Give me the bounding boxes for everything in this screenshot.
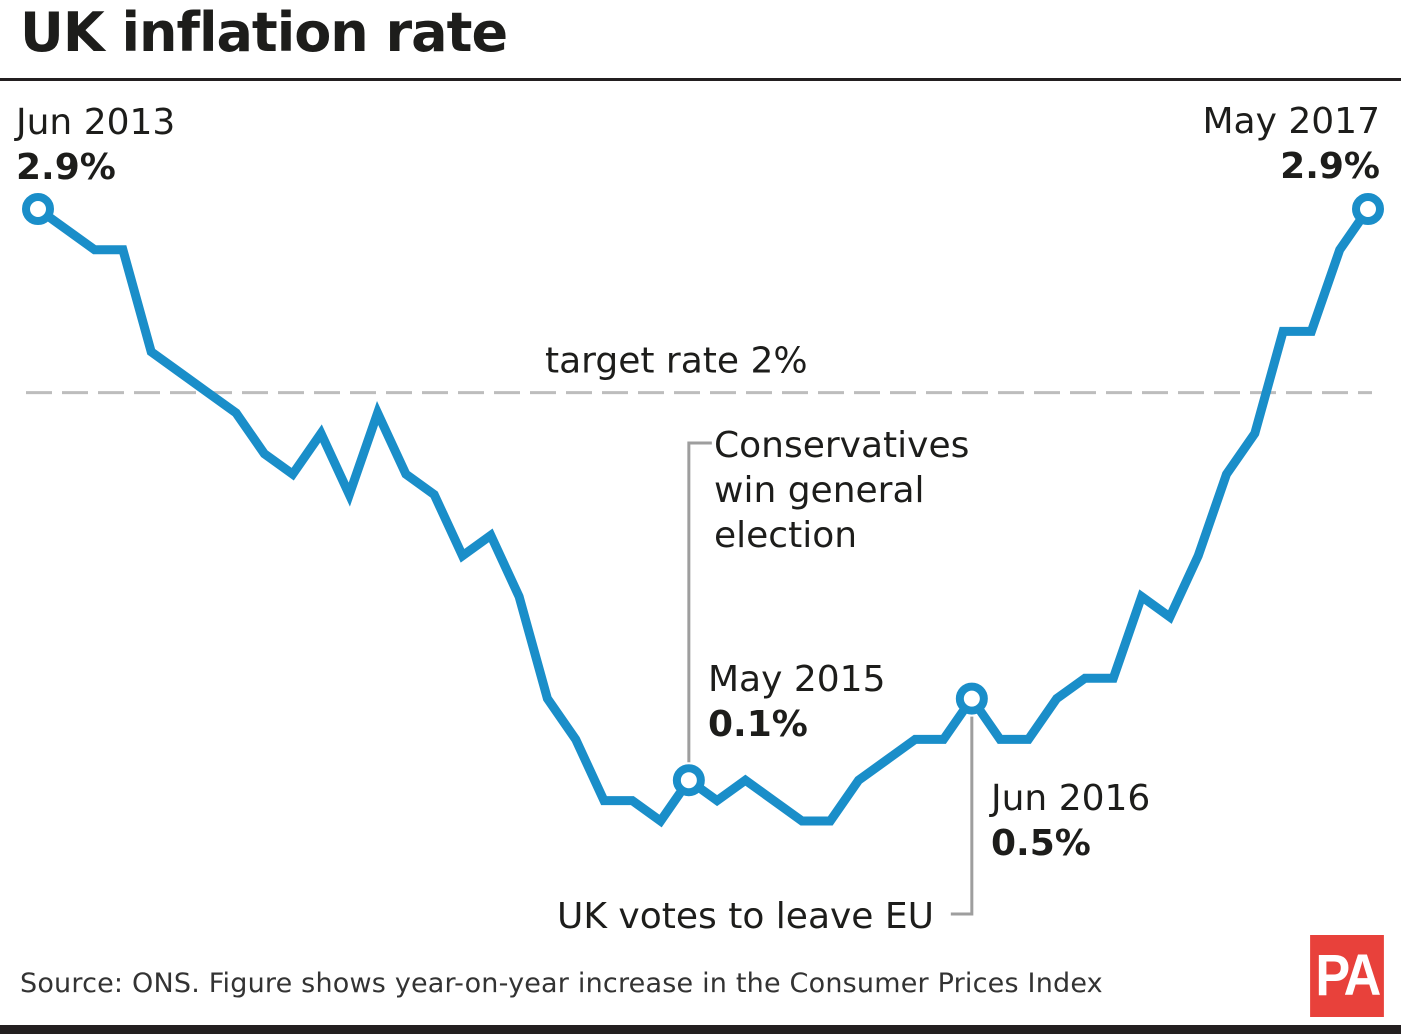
pa-logo: PA (1310, 935, 1384, 1017)
data-point (1194, 552, 1202, 560)
data-point (996, 735, 1004, 743)
data-point (260, 450, 268, 458)
data-point (600, 797, 608, 805)
inflation-series-line (35, 205, 1372, 828)
data-point (1081, 674, 1089, 682)
data-point (713, 797, 721, 805)
data-point (572, 735, 580, 743)
data-point (911, 735, 919, 743)
data-point (1024, 735, 1032, 743)
data-point (940, 735, 948, 743)
data-point (119, 246, 127, 254)
data-point (515, 593, 523, 601)
data-point (1336, 246, 1344, 254)
data-point (458, 552, 466, 560)
data-point (1166, 613, 1174, 621)
data-point (487, 531, 495, 539)
footer-bar (0, 1025, 1401, 1034)
data-point (204, 389, 212, 397)
data-point (1053, 695, 1061, 703)
data-point (345, 491, 353, 499)
data-point (374, 409, 382, 417)
data-point (147, 348, 155, 356)
brexit-leader-line (950, 716, 974, 916)
data-point (402, 470, 410, 478)
data-point (1138, 593, 1146, 601)
highlight-marker (1352, 193, 1384, 225)
election-annotation-line: Conservatives (714, 425, 969, 466)
data-point (62, 225, 70, 233)
data-point (741, 776, 749, 784)
highlight-date-label: May 2015 (708, 659, 886, 700)
data-point (91, 246, 99, 254)
data-point (855, 776, 863, 784)
data-point (317, 429, 325, 437)
chart-title: UK inflation rate (20, 1, 508, 64)
election-annotation-line: win general (714, 470, 925, 511)
data-point (826, 817, 834, 825)
annotation-leaders (687, 441, 974, 916)
data-point (883, 756, 891, 764)
data-point (430, 491, 438, 499)
data-point (1279, 327, 1287, 335)
data-point (770, 797, 778, 805)
data-point (232, 409, 240, 417)
data-point (543, 695, 551, 703)
highlight-marker (955, 682, 988, 715)
data-point (289, 470, 297, 478)
data-point (628, 797, 636, 805)
highlight-marker (22, 193, 54, 225)
highlight-value-label: 0.1% (708, 704, 808, 745)
data-point (798, 817, 806, 825)
brexit-annotation-label: UK votes to leave EU (557, 896, 934, 937)
data-point (1109, 674, 1117, 682)
highlight-value-label: 2.9% (16, 147, 116, 188)
highlight-value-label: 2.9% (1280, 146, 1380, 187)
data-point (175, 368, 183, 376)
target-rate-label: target rate 2% (545, 341, 808, 382)
election-leader-line (687, 441, 712, 763)
highlight-date-label: Jun 2016 (989, 778, 1150, 819)
data-points (34, 205, 1372, 825)
data-point (1251, 429, 1259, 437)
highlight-marker (672, 764, 705, 797)
highlight-date-label: May 2017 (1203, 101, 1381, 142)
title-rule (0, 78, 1401, 81)
highlight-markers (22, 193, 1384, 797)
highlight-value-label: 0.5% (991, 823, 1091, 864)
highlight-date-label: Jun 2013 (14, 102, 175, 143)
data-point (1307, 327, 1315, 335)
data-point (657, 817, 665, 825)
source-note: Source: ONS. Figure shows year-on-year i… (20, 968, 1103, 999)
data-point (1223, 470, 1231, 478)
election-annotation-line: election (714, 515, 857, 556)
